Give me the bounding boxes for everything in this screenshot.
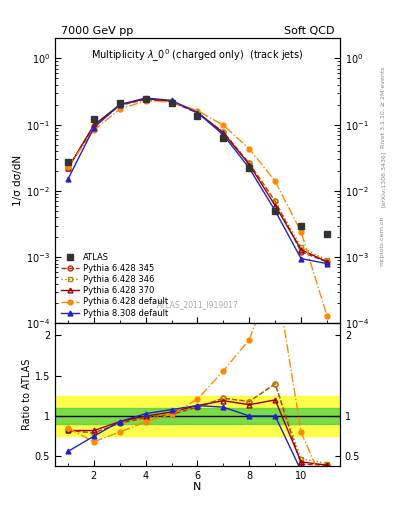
Pythia 8.308 default	[221, 132, 226, 138]
Pythia 6.428 default	[325, 313, 329, 319]
ATLAS	[92, 116, 96, 122]
Pythia 6.428 346	[299, 244, 303, 250]
Pythia 6.428 default	[221, 122, 226, 129]
Pythia 6.428 default	[195, 108, 200, 114]
Legend: ATLAS, Pythia 6.428 345, Pythia 6.428 346, Pythia 6.428 370, Pythia 6.428 defaul: ATLAS, Pythia 6.428 345, Pythia 6.428 34…	[59, 251, 169, 319]
ATLAS	[273, 208, 277, 214]
Pythia 6.428 345	[221, 129, 226, 135]
Pythia 8.308 default	[92, 124, 96, 131]
Pythia 6.428 370	[169, 98, 174, 104]
Pythia 6.428 370	[273, 203, 277, 209]
Line: Pythia 8.308 default: Pythia 8.308 default	[66, 96, 329, 266]
Line: Pythia 6.428 default: Pythia 6.428 default	[66, 98, 329, 318]
Text: Multiplicity $\lambda\_0^0$ (charged only)  (track jets): Multiplicity $\lambda\_0^0$ (charged onl…	[91, 47, 304, 63]
Pythia 8.308 default	[247, 165, 252, 171]
Pythia 6.428 370	[118, 101, 122, 108]
Text: ATLAS_2011_I919017: ATLAS_2011_I919017	[156, 300, 239, 309]
Pythia 6.428 370	[325, 259, 329, 265]
Pythia 6.428 346	[66, 165, 70, 171]
Text: 7000 GeV pp: 7000 GeV pp	[61, 26, 133, 35]
Pythia 8.308 default	[195, 110, 200, 116]
Pythia 8.308 default	[66, 176, 70, 182]
ATLAS	[118, 99, 122, 105]
ATLAS	[143, 96, 148, 102]
Pythia 8.308 default	[169, 97, 174, 103]
Pythia 8.308 default	[299, 255, 303, 262]
Line: Pythia 6.428 346: Pythia 6.428 346	[66, 97, 329, 263]
Pythia 6.428 default	[247, 146, 252, 152]
Pythia 8.308 default	[118, 101, 122, 108]
Text: [arXiv:1306.3436]: [arXiv:1306.3436]	[381, 151, 386, 207]
Pythia 8.308 default	[325, 261, 329, 267]
Pythia 6.428 370	[299, 246, 303, 252]
X-axis label: N: N	[193, 482, 202, 492]
Pythia 6.428 346	[273, 198, 277, 204]
ATLAS	[169, 99, 174, 105]
Pythia 6.428 default	[118, 106, 122, 112]
Pythia 6.428 345	[143, 96, 148, 102]
Text: Soft QCD: Soft QCD	[284, 26, 334, 35]
Pythia 6.428 346	[247, 160, 252, 166]
Pythia 6.428 345	[66, 165, 70, 171]
Pythia 6.428 default	[66, 164, 70, 170]
Line: Pythia 6.428 345: Pythia 6.428 345	[66, 97, 329, 264]
Pythia 6.428 346	[195, 110, 200, 116]
Pythia 6.428 346	[221, 129, 226, 135]
Line: Pythia 6.428 370: Pythia 6.428 370	[66, 96, 329, 264]
ATLAS	[299, 222, 303, 228]
Pythia 6.428 345	[325, 259, 329, 265]
Pythia 6.428 346	[92, 123, 96, 129]
Pythia 6.428 default	[92, 127, 96, 134]
Pythia 6.428 default	[169, 99, 174, 105]
Y-axis label: 1/σ dσ/dN: 1/σ dσ/dN	[13, 155, 23, 206]
Bar	[55, 408, 340, 424]
Pythia 6.428 345	[247, 160, 252, 166]
Pythia 6.428 default	[299, 229, 303, 235]
ATLAS	[195, 113, 200, 119]
Pythia 6.428 370	[66, 165, 70, 171]
Pythia 6.428 370	[143, 96, 148, 102]
Pythia 6.428 default	[143, 98, 148, 104]
Pythia 6.428 346	[143, 96, 148, 102]
Bar	[55, 396, 340, 436]
ATLAS	[247, 165, 252, 171]
Pythia 6.428 default	[273, 178, 277, 184]
Pythia 6.428 345	[299, 249, 303, 255]
Pythia 6.428 346	[169, 99, 174, 105]
Pythia 6.428 346	[118, 102, 122, 109]
Pythia 6.428 345	[195, 110, 200, 116]
Text: Rivet 3.1.10, ≥ 2M events: Rivet 3.1.10, ≥ 2M events	[381, 67, 386, 148]
ATLAS	[221, 135, 226, 141]
Pythia 6.428 345	[118, 102, 122, 109]
Y-axis label: Ratio to ATLAS: Ratio to ATLAS	[22, 359, 32, 431]
Pythia 8.308 default	[143, 95, 148, 101]
Pythia 6.428 345	[92, 123, 96, 129]
Pythia 6.428 346	[325, 257, 329, 263]
Pythia 8.308 default	[273, 208, 277, 214]
ATLAS	[66, 159, 70, 165]
ATLAS	[325, 231, 329, 238]
Pythia 6.428 345	[169, 99, 174, 105]
Pythia 6.428 370	[92, 122, 96, 129]
Line: ATLAS: ATLAS	[65, 96, 330, 238]
Pythia 6.428 345	[273, 198, 277, 204]
Text: mcplots.cern.ch: mcplots.cern.ch	[380, 216, 384, 266]
Pythia 6.428 370	[221, 130, 226, 136]
Pythia 6.428 370	[195, 109, 200, 115]
Pythia 6.428 370	[247, 161, 252, 167]
